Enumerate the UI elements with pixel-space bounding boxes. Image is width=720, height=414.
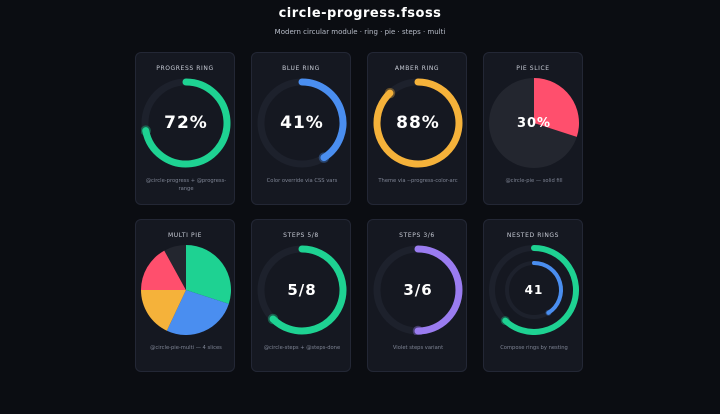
pie-slice-2	[166, 290, 229, 335]
progress-ring-end-dot	[142, 127, 149, 134]
progress-ring-arc	[414, 245, 463, 335]
card-label: AMBER RING	[394, 65, 440, 72]
amber-ring-viz	[373, 78, 463, 168]
card-blue-ring: BLUE RING 41% Color override via CSS var…	[251, 52, 351, 205]
card-label: NESTED RINGS	[506, 232, 560, 239]
progress-ring-arc	[298, 78, 347, 162]
progress-ring-arc	[269, 245, 347, 335]
card-label: PROGRESS RING	[156, 65, 214, 72]
blue-ring-viz	[257, 78, 347, 168]
progress-ring-viz	[141, 78, 231, 168]
card-caption: Color override via CSS vars	[266, 178, 338, 184]
card-steps-3-6: STEPS 3/6 3/6 Violet steps variant	[367, 219, 467, 372]
progress-ring-end-dot	[414, 327, 422, 335]
outer-ring-end-dot	[502, 317, 508, 324]
card-label: STEPS 5/8	[283, 232, 319, 239]
card-caption: Violet steps variant	[392, 345, 444, 351]
inner-ring-arc	[532, 261, 563, 315]
card-caption: Theme via --progress-color-arc	[378, 178, 458, 184]
progress-ring-arc	[373, 78, 463, 168]
card-value: 41	[524, 283, 544, 297]
card-caption: @circle-pie-multi — 4 slices	[150, 345, 222, 351]
card-value: 88%	[396, 113, 440, 133]
progress-ring-end-dot	[269, 315, 277, 323]
inner-ring-end-dot	[546, 310, 551, 315]
outer-ring-arc	[502, 245, 579, 335]
progress-ring-end-dot	[320, 154, 328, 161]
pie-slice-3	[141, 290, 186, 331]
nested-rings-viz	[489, 245, 579, 335]
page-title: circle-progress.fsoss	[278, 6, 442, 21]
card-label: MULTI PIE	[167, 232, 202, 239]
card-caption: @circle-pie — solid fill	[505, 178, 563, 184]
card-steps-5-8: STEPS 5/8 5/8 @circle-steps + @steps-don…	[251, 219, 351, 372]
page-subtitle: Modern circular module · ring · pie · st…	[274, 28, 446, 36]
pie-slice-4	[141, 250, 186, 290]
card-caption: @circle-progress + @progress-range	[145, 178, 227, 192]
card-amber-ring: AMBER RING 88% Theme via --progress-colo…	[367, 52, 467, 205]
card-label: BLUE RING	[282, 65, 320, 72]
card-label: PIE SLICE	[516, 65, 550, 72]
pie-slice-1	[186, 245, 231, 304]
card-value: 5/8	[287, 281, 317, 299]
progress-ring-end-dot	[386, 89, 394, 97]
multi-pie-viz	[141, 245, 231, 335]
pie-slice-viz	[489, 78, 579, 168]
card-multi-pie: MULTI PIE @circle-pie-multi — 4 slices	[135, 219, 235, 372]
card-value: 30%	[516, 115, 552, 131]
card-pie-slice: PIE SLICE 30% @circle-pie — solid fill	[483, 52, 583, 205]
card-value: 72%	[164, 113, 208, 133]
card-value: 41%	[280, 113, 324, 133]
progress-ring-arc	[142, 78, 231, 168]
card-value: 3/6	[403, 281, 433, 299]
steps-3-6-viz	[373, 245, 463, 335]
card-nested-rings: NESTED RINGS 41 Compose rings by nesting	[483, 219, 583, 372]
card-progress-ring: PROGRESS RING 72% @circle-progress + @pr…	[135, 52, 235, 205]
pie-slice	[534, 78, 579, 137]
card-caption: Compose rings by nesting	[500, 345, 568, 351]
card-label: STEPS 3/6	[399, 232, 435, 239]
card-caption: @circle-steps + @steps-done	[263, 345, 341, 351]
pie-remainder	[164, 245, 186, 290]
steps-5-8-viz	[257, 245, 347, 335]
